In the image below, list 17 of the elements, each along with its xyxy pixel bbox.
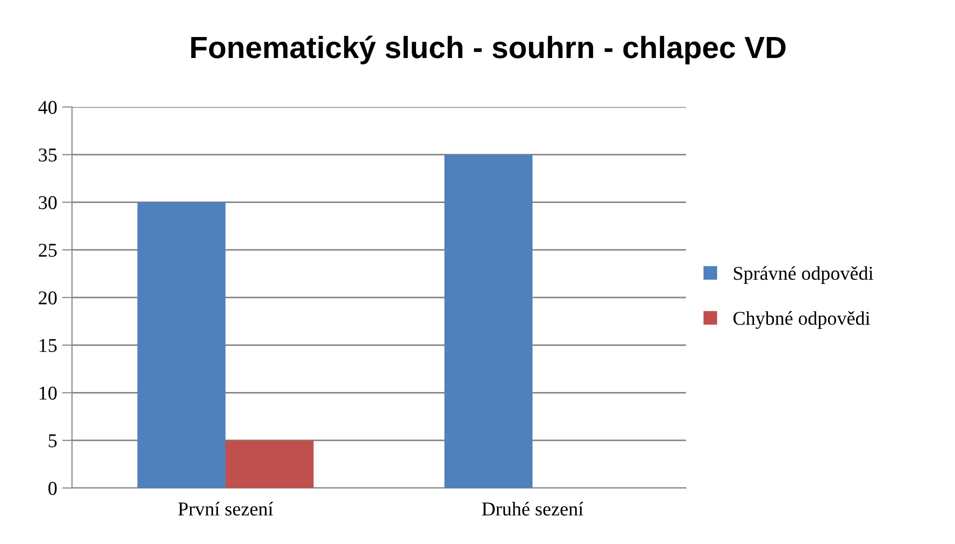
bar — [226, 440, 314, 488]
y-tick-label: 10 — [40, 386, 57, 400]
y-tick-label: 25 — [38, 244, 57, 257]
bar — [444, 154, 532, 488]
y-tick-label: 30 — [38, 196, 57, 210]
y-tick-label: 40 — [38, 100, 57, 114]
legend-label: Správné odpovědi — [734, 266, 874, 284]
x-tick-label: První sezení — [178, 502, 274, 516]
legend-label: Chybné odpovědi — [733, 311, 870, 329]
y-tick-label: 20 — [38, 291, 57, 304]
chart-title: Fonematický sluch - souhrn - chlapec VD — [191, 36, 786, 64]
y-tick-label: 35 — [38, 148, 57, 162]
y-tick-label: 0 — [48, 482, 57, 495]
x-tick-label: Druhé sezení — [482, 502, 584, 516]
bar — [137, 202, 226, 488]
y-tick-label: 15 — [40, 339, 57, 352]
y-tick-label: 5 — [48, 434, 57, 448]
